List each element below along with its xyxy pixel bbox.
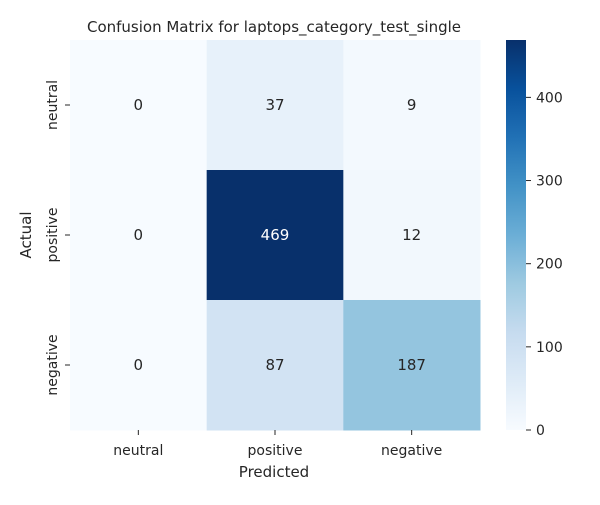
y-axis-ticks: neutral positive negative — [45, 80, 70, 396]
chart-title: Confusion Matrix for laptops_category_te… — [87, 18, 461, 37]
y-tick-label: neutral — [45, 80, 61, 130]
colorbar-tick-label: 400 — [536, 90, 563, 106]
heatmap-cells — [70, 40, 481, 431]
heatmap-cell — [206, 300, 344, 431]
cell-value-label: 37 — [265, 96, 284, 114]
colorbar-tick-label: 300 — [536, 174, 563, 190]
heatmap-cell — [343, 170, 481, 301]
colorbar-ticks: 0 100 200 300 400 — [526, 90, 563, 439]
heatmap-cell — [70, 170, 208, 301]
y-tick-label: positive — [45, 208, 61, 263]
heatmap-cell — [206, 40, 344, 171]
cell-value-label: 0 — [134, 96, 144, 114]
cell-value-label: 12 — [402, 226, 421, 244]
x-tick-label: negative — [381, 443, 442, 459]
y-axis-label: Actual — [17, 212, 35, 259]
colorbar — [506, 40, 526, 430]
cell-value-label: 0 — [134, 226, 144, 244]
heatmap-cell — [343, 40, 481, 171]
x-tick-label: positive — [248, 443, 303, 459]
colorbar-tick-label: 100 — [536, 340, 563, 356]
x-axis-label: Predicted — [239, 463, 309, 481]
cell-value-label: 469 — [261, 226, 290, 244]
cell-value-label: 187 — [397, 356, 426, 374]
heatmap-cell — [70, 40, 208, 171]
heatmap-cell — [343, 300, 481, 431]
colorbar-tick-label: 200 — [536, 257, 563, 273]
cell-value-label: 9 — [407, 96, 417, 114]
cell-value-label: 87 — [265, 356, 284, 374]
cell-value-label: 0 — [134, 356, 144, 374]
colorbar-tick-label: 0 — [536, 423, 545, 439]
heatmap-cell-labels: 0 37 9 0 469 12 0 87 187 — [134, 96, 426, 374]
y-tick-label: negative — [45, 334, 61, 395]
x-tick-label: neutral — [113, 443, 163, 459]
heatmap-cell — [70, 300, 208, 431]
heatmap-cell — [206, 170, 344, 301]
x-axis-ticks: neutral positive negative — [113, 430, 442, 459]
